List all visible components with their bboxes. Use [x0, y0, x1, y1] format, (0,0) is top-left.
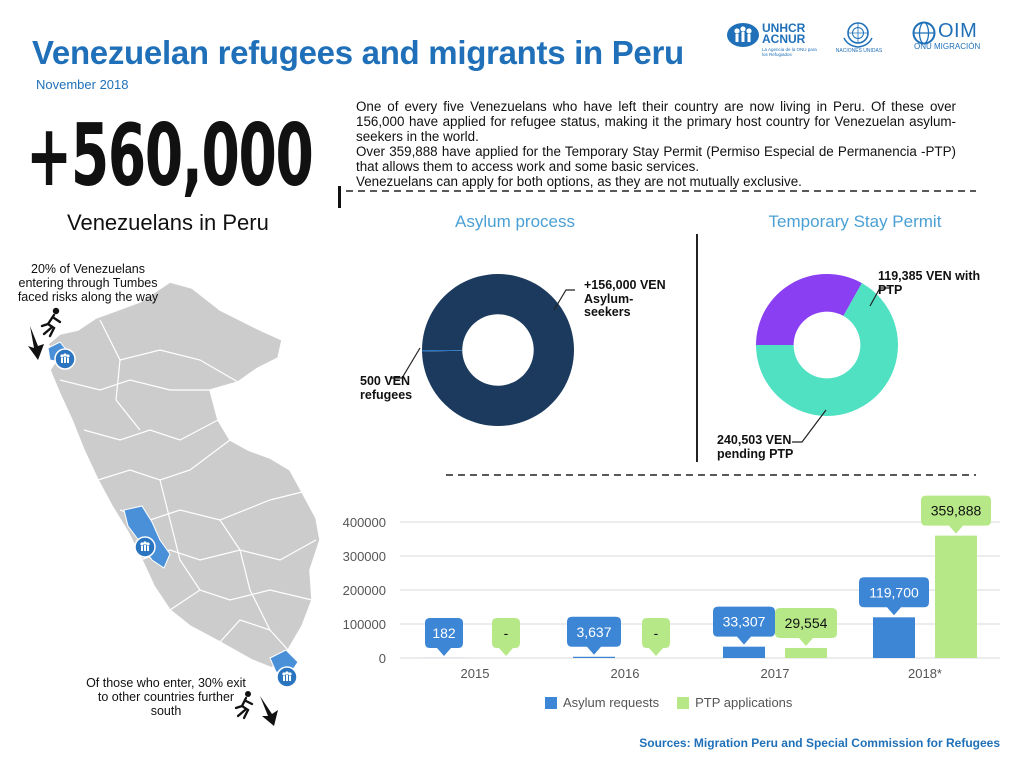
bar-asylum [873, 617, 915, 658]
legend-label: PTP applications [695, 695, 793, 710]
y-tick-label: 0 [379, 651, 386, 666]
arrow-down-icon [28, 326, 44, 360]
y-tick-label: 200000 [343, 583, 386, 598]
data-label: 33,307 [723, 614, 766, 630]
data-label-callout [567, 616, 621, 655]
legend-swatch [545, 696, 557, 709]
y-tick-label: 400000 [343, 515, 386, 530]
page-title: Venezuelan refugees and migrants in Peru [32, 34, 684, 71]
donut-slice-0 [422, 274, 574, 426]
bar-asylum [723, 646, 765, 658]
unhcr-emblem-icon [727, 23, 759, 47]
legend-ptp-applications: PTP applications [677, 695, 792, 710]
data-label: 359,888 [931, 503, 982, 519]
asylum-donut-chart [422, 274, 574, 426]
applications-bar-chart: 0 100000 200000 300000 400000 2015 182 - 2016 3,6… [343, 495, 1000, 681]
data-label: - [504, 625, 509, 641]
running-person-icon [234, 691, 278, 726]
bar-chart-legend: Asylum requests PTP applications [545, 695, 792, 710]
ptp-donut-chart [756, 274, 898, 416]
asylum-seekers-label: +156,000 VEN Asylum-seekers [584, 278, 666, 319]
data-label-callout [713, 606, 775, 645]
data-label: 119,700 [869, 584, 919, 600]
y-tick-label: 300000 [343, 549, 386, 564]
data-label-callout [642, 618, 670, 656]
intro-paragraph: Over 359,888 have applied for the Tempor… [356, 144, 956, 174]
x-tick-label: 2017 [761, 666, 790, 681]
asylum-chart-title: Asylum process [455, 212, 575, 231]
intro-paragraph: One of every five Venezuelans who have l… [356, 99, 956, 144]
ptp-leader-lines [792, 287, 890, 443]
bar-ptp [935, 535, 977, 658]
data-label-callout [859, 577, 929, 616]
data-label: 3,637 [576, 624, 611, 640]
headline-caption: Venezuelans in Peru [67, 210, 269, 235]
refugee-family-icon [276, 666, 298, 688]
oim-emblem-icon [912, 21, 936, 45]
arrow-down-icon [260, 696, 278, 726]
ptp-chart-title: Temporary Stay Permit [768, 212, 942, 231]
peru-land [46, 281, 321, 669]
refugees-label: 500 VEN refugees [360, 374, 413, 402]
peru-map [46, 281, 321, 675]
unhcr-tagline: La Agencia de la ONU para los Refugiados [762, 47, 817, 57]
donut-slice-0 [756, 274, 862, 345]
unhcr-name: UNHCR [762, 21, 806, 35]
x-tick-label: 2016 [611, 666, 640, 681]
x-tick-label: 2018* [908, 666, 942, 681]
legend-swatch [677, 696, 690, 709]
un-emblem-icon [843, 22, 873, 48]
bar-ptp [785, 647, 827, 658]
legend-asylum-requests: Asylum requests [545, 695, 659, 710]
un-name: NACIONES UNIDAS [835, 48, 883, 54]
data-label-callout [921, 495, 991, 534]
running-person-icon [28, 307, 62, 360]
report-date: November 2018 [36, 77, 129, 92]
intro-text: One of every five Venezuelans who have l… [356, 99, 956, 189]
y-tick-label: 100000 [343, 617, 386, 632]
sources-note: Sources: Migration Peru and Special Comm… [639, 736, 1000, 750]
bar-asylum [573, 656, 615, 658]
oim-subtitle: ONU MIGRACIÓN [914, 42, 981, 51]
data-label: 182 [432, 625, 456, 641]
exit-south-note: Of those who enter, 30% exit to other co… [86, 676, 246, 718]
x-tick-label: 2015 [461, 666, 490, 681]
data-label: - [654, 625, 659, 641]
asylum-leader-lines [390, 289, 575, 379]
legend-label: Asylum requests [563, 695, 660, 710]
pending-ptp-label: 240,503 VEN pending PTP [717, 433, 794, 461]
data-label-callout [492, 618, 520, 656]
refugee-family-icon [134, 536, 156, 558]
donut-divider [696, 234, 698, 462]
divider-bar [338, 186, 341, 208]
donut-slice-1 [756, 283, 898, 416]
data-label: 29,554 [785, 615, 828, 631]
donut-slice-1 [422, 350, 463, 352]
refugee-family-icon [54, 348, 76, 370]
dashed-separator-middle [446, 474, 976, 476]
data-label-callout [425, 617, 463, 656]
headline-number: +560,000 [26, 106, 314, 206]
oim-name: OIM [938, 20, 978, 42]
dashed-separator-top [346, 190, 976, 192]
acnur-name: ACNUR [762, 32, 806, 46]
data-label-callout [775, 607, 837, 646]
with-ptp-label: 119,385 VEN with PTP [878, 269, 981, 297]
intro-paragraph: Venezuelans can apply for both options, … [356, 174, 802, 189]
tumbes-risk-note: 20% of Venezuelans entering through Tumb… [17, 262, 159, 304]
